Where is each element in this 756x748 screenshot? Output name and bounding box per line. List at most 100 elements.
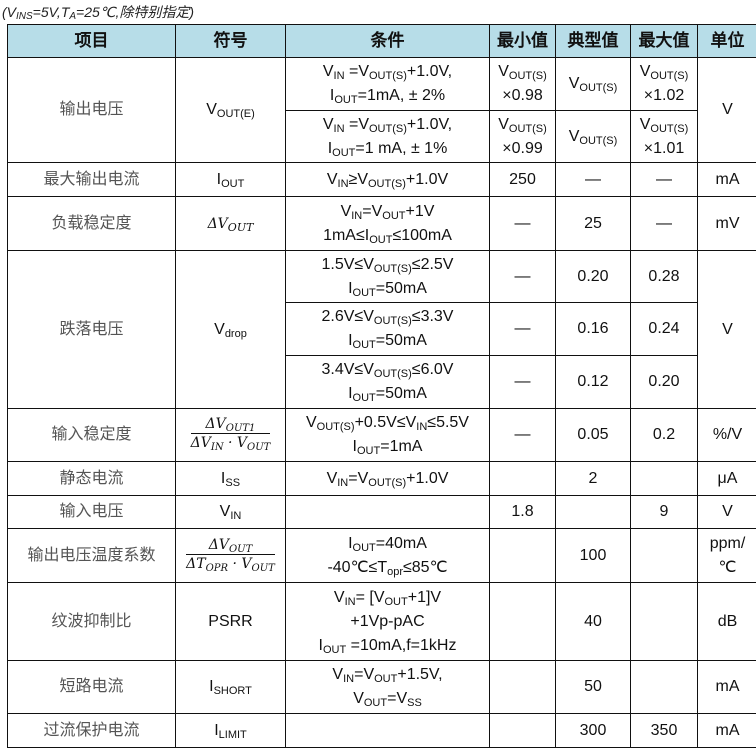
- table-cell: μA: [698, 462, 756, 496]
- table-cell: —: [631, 163, 698, 197]
- item-cell: 短路电流: [8, 661, 176, 714]
- table-cell: IOUT=40mA-40℃≤Topr≤85℃: [286, 529, 490, 583]
- item-cell: 输出电压温度系数: [8, 529, 176, 583]
- header-unit: 单位: [698, 25, 756, 58]
- table-cell: VOUT(S)×1.01: [631, 111, 698, 163]
- header-min: 最小值: [490, 25, 556, 58]
- table-cell: 100: [556, 529, 631, 583]
- table-cell: —: [490, 303, 556, 356]
- table-cell: %/V: [698, 409, 756, 462]
- table-cell: [286, 714, 490, 748]
- table-cell: ΔVOUT: [176, 197, 286, 251]
- item-cell: 最大输出电流: [8, 163, 176, 197]
- header-typ: 典型值: [556, 25, 631, 58]
- table-cell: V: [698, 251, 756, 409]
- table-cell: Vdrop: [176, 251, 286, 409]
- table-caption: (VINS=5V,TA=25℃,除特别指定): [2, 2, 194, 22]
- table-cell: [631, 583, 698, 661]
- table-cell: 0.20: [556, 251, 631, 303]
- table-cell: ILIMIT: [176, 714, 286, 748]
- header-condition: 条件: [286, 25, 490, 58]
- table-cell: VIN =VOUT(S)+1.0V,IOUT=1 mA, ± 1%: [286, 111, 490, 163]
- table-cell: ISHORT: [176, 661, 286, 714]
- table-cell: 0.2: [631, 409, 698, 462]
- table-cell: V: [698, 496, 756, 529]
- item-cell: 跌落电压: [8, 251, 176, 409]
- table-cell: 0.05: [556, 409, 631, 462]
- table-cell: VOUT(S): [556, 58, 631, 111]
- item-cell: 纹波抑制比: [8, 583, 176, 661]
- item-cell: 负载稳定度: [8, 197, 176, 251]
- table-cell: 50: [556, 661, 631, 714]
- table-cell: V: [698, 58, 756, 163]
- item-cell: 输入电压: [8, 496, 176, 529]
- table-cell: [631, 462, 698, 496]
- table-cell: VIN=VOUT+1.5V,VOUT=VSS: [286, 661, 490, 714]
- table-cell: ppm/℃: [698, 529, 756, 583]
- table-cell: [490, 583, 556, 661]
- table-cell: —: [556, 163, 631, 197]
- table-cell: mA: [698, 163, 756, 197]
- table-cell: VOUT(S)×1.02: [631, 58, 698, 111]
- table-cell: —: [490, 197, 556, 251]
- table-cell: VIN =VOUT(S)+1.0V,IOUT=1mA, ± 2%: [286, 58, 490, 111]
- table-cell: VIN=VOUT(S)+1.0V: [286, 462, 490, 496]
- table-cell: —: [490, 251, 556, 303]
- table-cell: 40: [556, 583, 631, 661]
- table-cell: 25: [556, 197, 631, 251]
- table-cell: [631, 661, 698, 714]
- table-cell: [490, 529, 556, 583]
- table-cell: VOUT(S)×0.99: [490, 111, 556, 163]
- table-cell: 2: [556, 462, 631, 496]
- table-cell: VOUT(E): [176, 58, 286, 163]
- table-cell: PSRR: [176, 583, 286, 661]
- table-cell: VOUT(S)×0.98: [490, 58, 556, 111]
- item-cell: 输入稳定度: [8, 409, 176, 462]
- table-cell: 250: [490, 163, 556, 197]
- table-cell: [490, 661, 556, 714]
- table-cell: mA: [698, 714, 756, 748]
- table-cell: 0.12: [556, 356, 631, 409]
- table-cell: [490, 714, 556, 748]
- table-cell: 350: [631, 714, 698, 748]
- table-cell: [490, 462, 556, 496]
- table-cell: VOUT(S): [556, 111, 631, 163]
- table-cell: 300: [556, 714, 631, 748]
- table-cell: IOUT: [176, 163, 286, 197]
- table-cell: ISS: [176, 462, 286, 496]
- header-item: 项目: [8, 25, 176, 58]
- header-max: 最大值: [631, 25, 698, 58]
- table-cell: [286, 496, 490, 529]
- table-cell: [556, 496, 631, 529]
- table-cell: 1.8: [490, 496, 556, 529]
- table-cell: —: [490, 356, 556, 409]
- table-cell: —: [490, 409, 556, 462]
- header-row: 项目符号条件最小值典型值最大值单位: [8, 25, 756, 58]
- table-cell: 0.16: [556, 303, 631, 356]
- table-cell: VIN: [176, 496, 286, 529]
- table-cell: 0.28: [631, 251, 698, 303]
- table-cell: 0.24: [631, 303, 698, 356]
- table-cell: 9: [631, 496, 698, 529]
- table-cell: VIN≥VOUT(S)+1.0V: [286, 163, 490, 197]
- table-cell: mV: [698, 197, 756, 251]
- item-cell: 过流保护电流: [8, 714, 176, 748]
